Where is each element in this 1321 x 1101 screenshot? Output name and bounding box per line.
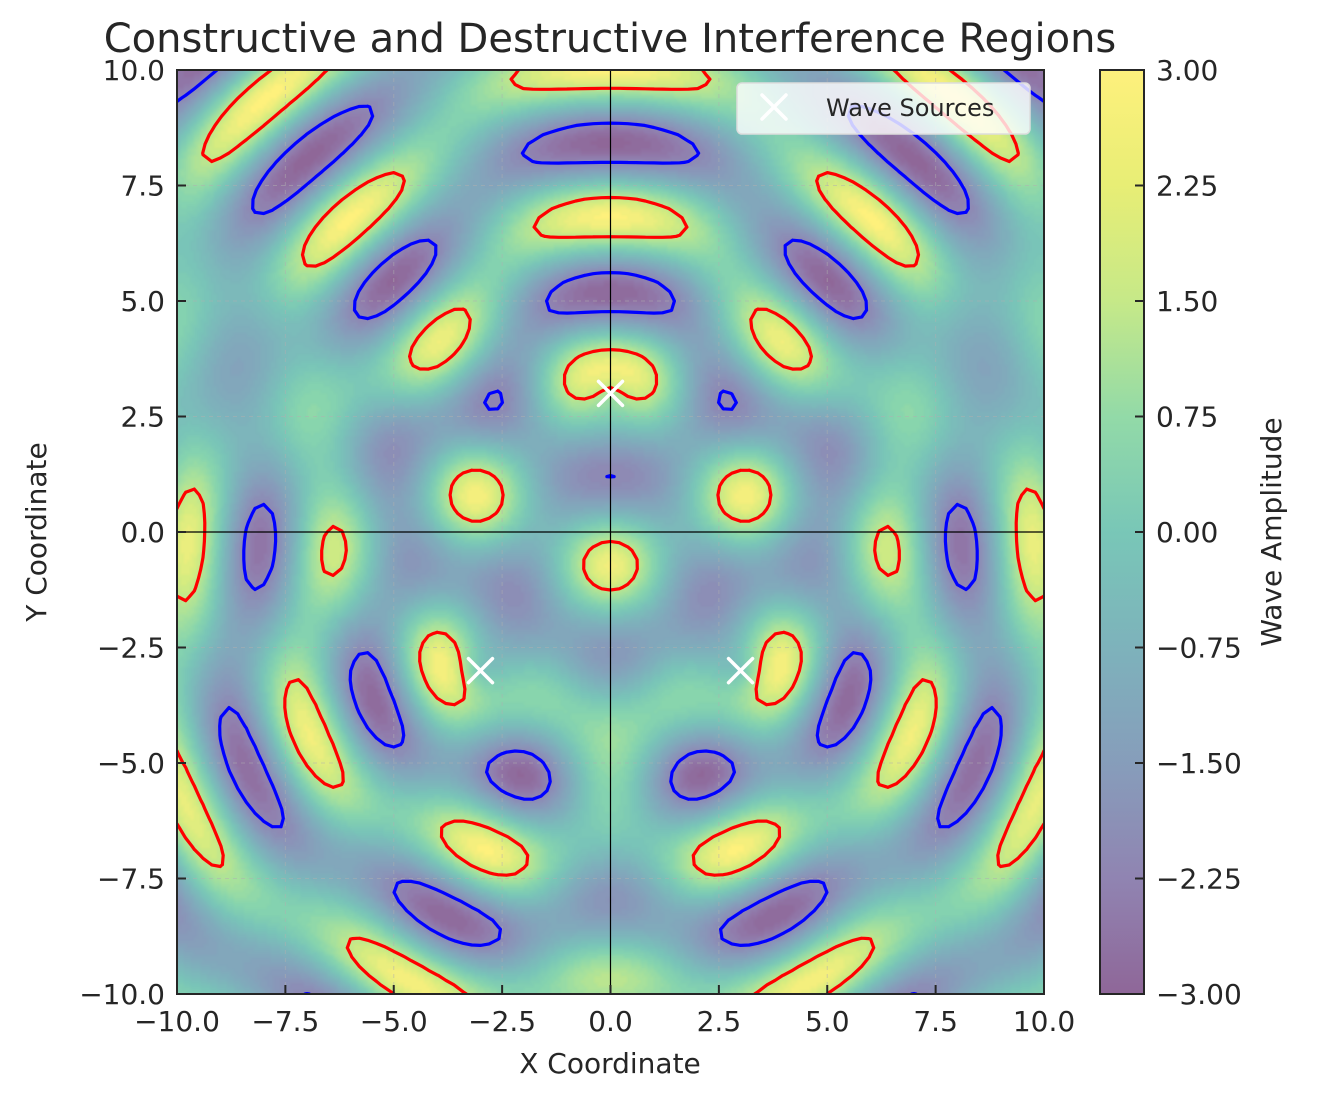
y-tick-label: 5.0 [120,285,165,318]
wave-source-markers [466,379,755,685]
wave-source-marker-1 [596,379,625,408]
y-axis-label: Y Coordinate [20,442,53,623]
y-tick-label: −5.0 [97,747,165,780]
y-tick-label: 7.5 [120,170,165,203]
colorbar-tick-label: 0.00 [1156,516,1218,549]
x-tick-label: 2.5 [697,1005,742,1038]
colorbar-tick-label: 1.50 [1156,285,1218,318]
colorbar-tick-label: −0.75 [1156,632,1242,665]
plot-area [176,69,1045,995]
colorbar-tick-label: −1.50 [1156,747,1242,780]
x-tick-label: 7.5 [913,1005,958,1038]
constructive-contour [177,70,1044,994]
x-tick-label: −10.0 [134,1005,220,1038]
colorbar-tick-label: −3.00 [1156,978,1242,1011]
y-tick-label: −2.5 [97,632,165,665]
x-tick-label: 0.0 [588,1005,633,1038]
y-axis-ticks: −10.0 −7.5 −5.0 −2.5 0.0 2.5 5.0 7.5 10.0 [79,54,186,1011]
wave-source-marker-2 [466,656,495,685]
x-axis-ticks: −10.0 −7.5 −5.0 −2.5 0.0 2.5 5.0 7.5 10.0 [134,985,1075,1038]
y-tick-label: 0.0 [120,516,165,549]
x-tick-label: 10.0 [1013,1005,1075,1038]
x-tick-label: −5.0 [360,1005,428,1038]
interference-contours [177,70,1044,994]
legend-label-wave-sources: Wave Sources [826,94,994,122]
y-tick-label: 10.0 [103,54,165,87]
y-tick-label: −7.5 [97,863,165,896]
y-tick-label: −10.0 [79,978,165,1011]
x-tick-label: 5.0 [805,1005,850,1038]
y-tick-label: 2.5 [120,401,165,434]
reference-lines [177,70,1044,994]
x-axis-label: X Coordinate [519,1047,701,1080]
legend: Wave Sources [736,82,1031,135]
colorbar-tick-label: −2.25 [1156,863,1242,896]
colorbar-tick-label: 0.75 [1156,401,1218,434]
wave-source-marker-3 [726,656,755,685]
chart-title: Constructive and Destructive Interferenc… [104,16,1117,62]
colorbar-tick-label: 3.00 [1156,54,1218,87]
x-tick-label: −7.5 [251,1005,319,1038]
legend-box [736,82,1031,135]
colorbar-label: Wave Amplitude [1255,417,1288,646]
colorbar-ticks: −3.00 −2.25 −1.50 −0.75 0.00 0.75 1.50 2.25 3.00 [1135,54,1242,1011]
x-tick-label: −2.5 [468,1005,536,1038]
legend-source-marker [760,93,788,121]
colorbar: −3.00 −2.25 −1.50 −0.75 0.00 0.75 1.50 2.25 3.00… [1099,54,1288,1011]
colorbar-tick-label: 2.25 [1156,170,1218,203]
